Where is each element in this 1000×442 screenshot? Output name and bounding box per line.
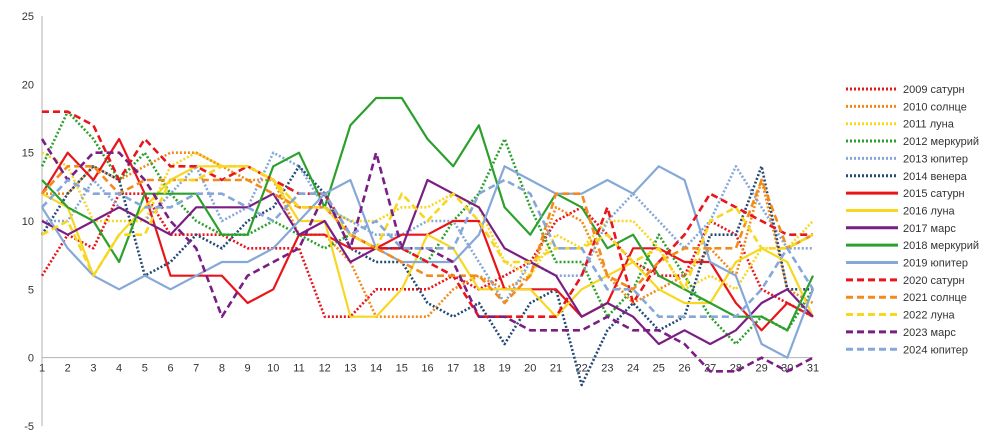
legend-label-13: 2022 луна [903, 310, 956, 322]
legend-label-7: 2016 луна [903, 205, 956, 217]
x-tick-label: 21 [550, 363, 562, 375]
x-tick-label: 26 [678, 363, 690, 375]
x-tick-label: 27 [704, 363, 716, 375]
x-tick-label: 24 [627, 363, 639, 375]
x-tick-label: 18 [473, 363, 485, 375]
x-tick-label: 12 [319, 363, 331, 375]
legend-label-10: 2019 юпитер [903, 258, 968, 270]
x-tick-label: 16 [421, 363, 433, 375]
x-tick-label: 29 [755, 363, 767, 375]
x-tick-label: 2 [65, 363, 71, 375]
y-tick-label: 0 [28, 353, 34, 365]
y-tick-label: 5 [28, 284, 34, 296]
legend-label-12: 2021 солнце [903, 292, 967, 304]
series-line-9 [41, 96, 814, 332]
legend-label-9: 2018 меркурий [903, 240, 979, 252]
x-tick-label: 22 [576, 363, 588, 375]
x-axis-tick-labels: 1 2 3 4 5 6 7 8 9 10 11 12 13 14 15 16 17 18 19 20 21 22 23 24 2… [39, 363, 819, 375]
x-tick-label: 25 [653, 363, 665, 375]
x-tick-label: 15 [396, 363, 408, 375]
x-tick-label: 23 [601, 363, 613, 375]
x-tick-label: 1 [39, 363, 45, 375]
x-tick-label: 20 [524, 363, 536, 375]
legend-label-3: 2012 меркурий [903, 136, 979, 148]
series-lines [40, 96, 815, 387]
legend-label-4: 2013 юпитер [903, 153, 968, 165]
x-tick-label: 7 [193, 363, 199, 375]
legend-label-11: 2020 сатурн [903, 275, 965, 287]
series-line-0 [40, 192, 814, 319]
x-tick-label: 9 [245, 363, 251, 375]
x-tick-label: 14 [370, 363, 382, 375]
legend-label-15: 2024 юпитер [903, 344, 968, 356]
legend-label-0: 2009 сатурн [903, 84, 965, 96]
y-tick-label: 15 [22, 148, 34, 160]
legend-label-2: 2011 луна [903, 119, 955, 131]
legend: 2009 сатурн 2010 солнце 2011 луна 2012 мерк… [846, 84, 979, 356]
legend-label-8: 2017 марс [903, 223, 956, 235]
x-tick-label: 6 [167, 363, 173, 375]
series-line-11 [42, 110, 813, 319]
series-line-7 [41, 165, 814, 318]
series-line-13 [41, 165, 814, 291]
y-tick-label: -5 [24, 421, 34, 433]
series-line-15 [41, 178, 815, 319]
x-tick-label: 4 [116, 363, 122, 375]
x-tick-label: 10 [267, 363, 279, 375]
x-tick-label: 17 [447, 363, 459, 375]
series-line-8 [41, 178, 814, 346]
x-tick-label: 8 [219, 363, 225, 375]
legend-label-5: 2014 венера [903, 171, 968, 183]
x-tick-label: 30 [781, 363, 793, 375]
x-tick-label: 31 [807, 363, 819, 375]
x-tick-label: 3 [90, 363, 96, 375]
x-tick-label: 13 [344, 363, 356, 375]
legend-label-1: 2010 солнце [903, 101, 967, 113]
y-tick-label: 20 [22, 79, 34, 91]
x-tick-label: 11 [293, 363, 304, 375]
x-tick-label: 19 [498, 363, 510, 375]
y-tick-label: 25 [22, 11, 34, 23]
legend-label-6: 2015 сатурн [903, 188, 965, 200]
y-tick-label: 10 [22, 216, 34, 228]
x-tick-label: 5 [142, 363, 148, 375]
legend-label-14: 2023 марс [903, 327, 956, 339]
y-axis-tick-labels: -5 0 5 10 15 20 25 [22, 11, 34, 433]
